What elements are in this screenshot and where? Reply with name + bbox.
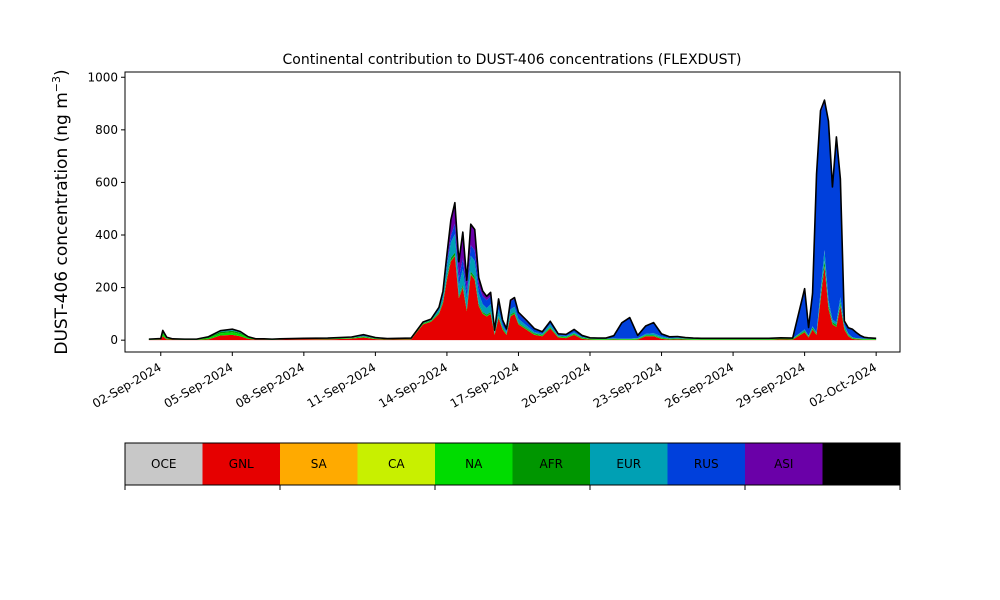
legend-label-asi: ASI xyxy=(774,457,793,471)
x-tick-label: 11-Sep-2024 xyxy=(305,360,379,411)
legend-label-na: NA xyxy=(465,457,483,471)
plot-frame xyxy=(124,71,901,353)
y-axis-label: DUST-406 concentration (ng m−3) xyxy=(50,69,72,354)
legend-label-rus: RUS xyxy=(694,457,719,471)
x-tick-label: 17-Sep-2024 xyxy=(448,360,522,411)
chart-title: Continental contribution to DUST-406 con… xyxy=(283,52,742,68)
legend-label-ca: CA xyxy=(388,457,405,471)
total-outline xyxy=(148,99,877,340)
y-tick-label: 600 xyxy=(95,175,118,189)
x-tick-label: 08-Sep-2024 xyxy=(233,360,307,411)
y-tick-label: 400 xyxy=(95,228,118,242)
legend-colorbar: OCE GNL SA CA NA AFR EUR RUS ASI AUS xyxy=(124,442,901,490)
legend-swatch-ca xyxy=(357,443,435,485)
x-tick-label: 14-Sep-2024 xyxy=(376,360,450,411)
legend-swatch-eur xyxy=(590,443,668,485)
area-rus xyxy=(148,102,877,340)
legend-label-eur: EUR xyxy=(616,457,641,471)
plot-area xyxy=(124,71,901,353)
legend-swatch-gnl xyxy=(202,443,280,485)
legend-label-afr: AFR xyxy=(540,457,563,471)
x-tick-label: 02-Oct-2024 xyxy=(807,360,879,410)
legend-swatch-aus xyxy=(822,443,900,485)
legend-label-gnl: GNL xyxy=(229,457,254,471)
stacked-areas xyxy=(148,99,877,341)
legend-label-aus: AUS xyxy=(849,457,874,471)
x-tick-label: 20-Sep-2024 xyxy=(519,360,593,411)
legend-swatch-asi xyxy=(745,443,823,485)
x-tick-label: 29-Sep-2024 xyxy=(734,360,808,411)
area-gnl xyxy=(148,256,877,341)
x-tick-label: 23-Sep-2024 xyxy=(591,360,665,411)
y-axis: 0 200 400 600 800 1000 xyxy=(87,70,125,347)
x-tick-label: 02-Sep-2024 xyxy=(90,360,164,411)
legend-label-sa: SA xyxy=(311,457,328,471)
legend-label-oce: OCE xyxy=(151,457,176,471)
legend-swatch-afr xyxy=(512,443,590,485)
y-tick-label: 1000 xyxy=(87,70,118,84)
x-tick-label: 26-Sep-2024 xyxy=(662,360,736,411)
legend-frame xyxy=(124,442,901,486)
legend-swatch-na xyxy=(435,443,513,485)
y-tick-label: 0 xyxy=(110,333,118,347)
y-tick-label: 800 xyxy=(95,123,118,137)
legend-swatch-oce xyxy=(125,443,203,485)
y-axis-label-superscript: −3 xyxy=(50,76,63,92)
legend-swatch-rus xyxy=(667,443,745,485)
y-axis-label-close: ) xyxy=(52,69,72,76)
x-axis: 02-Sep-202405-Sep-202408-Sep-202411-Sep-… xyxy=(90,352,879,411)
y-axis-label-main: DUST-406 concentration (ng m xyxy=(52,92,72,354)
legend-swatch-sa xyxy=(280,443,358,485)
x-tick-label: 05-Sep-2024 xyxy=(162,360,236,411)
y-tick-label: 200 xyxy=(95,281,118,295)
